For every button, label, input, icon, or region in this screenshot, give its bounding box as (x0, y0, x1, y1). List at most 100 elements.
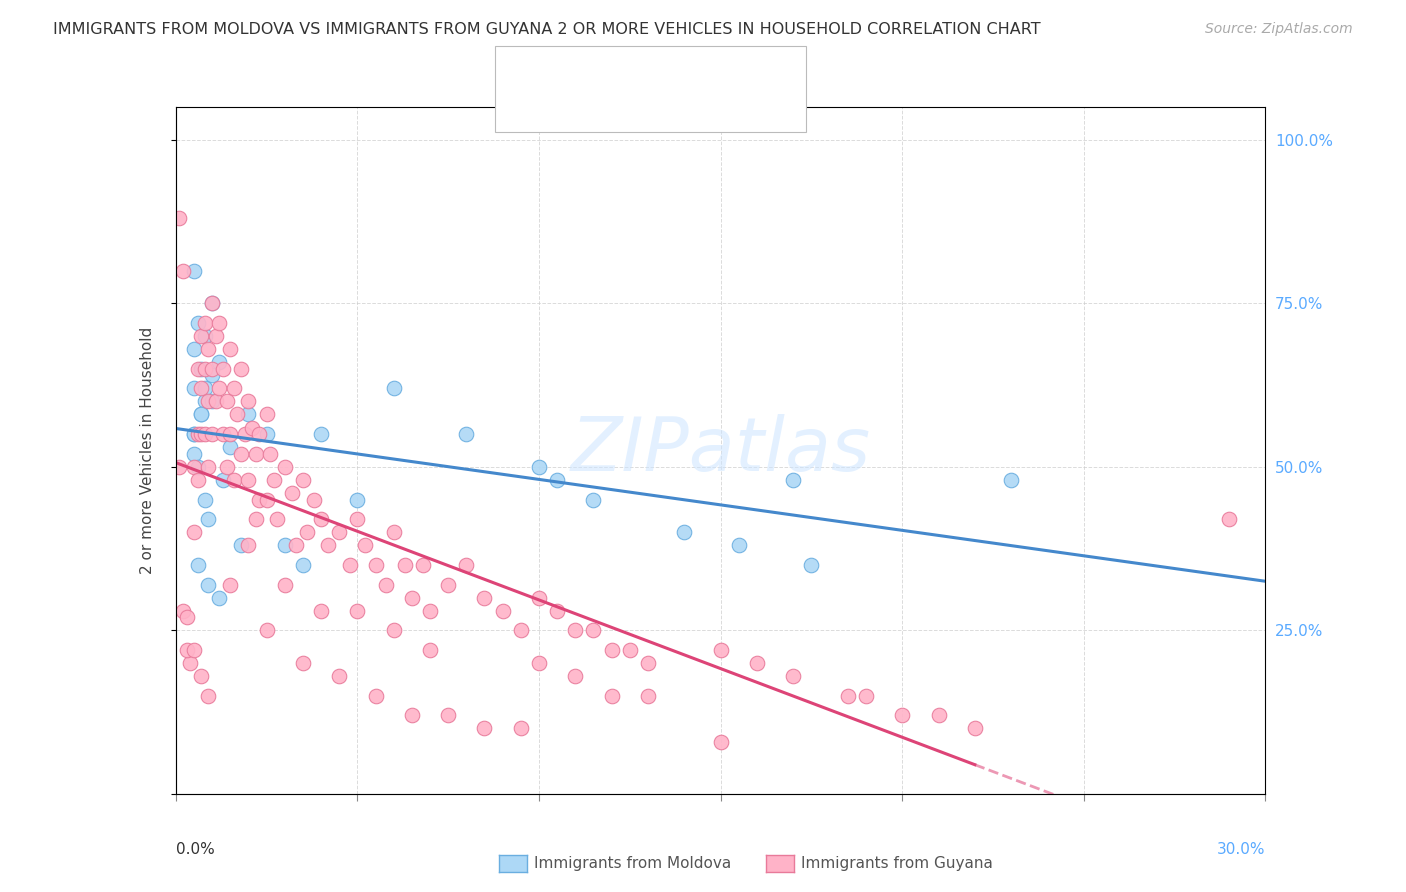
Point (782, 669, 804, 683)
Point (201, 394, 224, 409)
Text: ZIPatlas: ZIPatlas (571, 415, 870, 486)
Point (204, 329, 226, 343)
Point (710, 643, 733, 657)
Point (197, 342, 219, 356)
Point (274, 577, 297, 591)
Point (197, 689, 219, 703)
Point (194, 394, 217, 409)
Point (346, 512, 368, 526)
Point (190, 669, 212, 683)
Point (197, 394, 219, 409)
Point (600, 689, 623, 703)
Point (364, 558, 387, 572)
Point (219, 427, 242, 442)
Point (328, 669, 350, 683)
Point (963, 722, 986, 736)
Point (401, 708, 423, 723)
Point (222, 381, 245, 395)
Point (564, 624, 586, 638)
Point (284, 538, 307, 552)
Point (256, 408, 278, 422)
Point (186, 459, 209, 474)
Point (208, 381, 231, 395)
Point (800, 558, 823, 572)
Point (274, 538, 297, 552)
Point (219, 440, 242, 454)
Point (637, 656, 659, 670)
Point (190, 361, 212, 376)
Point (291, 558, 314, 572)
Text: Immigrants from Guyana: Immigrants from Guyana (801, 856, 993, 871)
Point (231, 447, 253, 461)
Point (382, 624, 405, 638)
Point (346, 492, 368, 507)
Point (183, 447, 205, 461)
Point (201, 361, 224, 376)
Point (855, 689, 877, 703)
Point (364, 689, 387, 703)
Point (412, 558, 434, 572)
Text: N =: N = (662, 94, 702, 112)
Point (382, 525, 405, 540)
Point (353, 538, 375, 552)
Point (328, 525, 350, 540)
Point (401, 591, 423, 605)
Text: IMMIGRANTS FROM MOLDOVA VS IMMIGRANTS FROM GUYANA 2 OR MORE VEHICLES IN HOUSEHOL: IMMIGRANTS FROM MOLDOVA VS IMMIGRANTS FR… (53, 22, 1040, 37)
Point (837, 689, 859, 703)
Point (231, 538, 253, 552)
Point (183, 263, 205, 277)
Point (456, 427, 478, 442)
Point (382, 381, 405, 395)
Point (201, 427, 224, 442)
Point (245, 512, 267, 526)
Point (238, 538, 260, 552)
Point (186, 427, 209, 442)
Point (263, 473, 285, 487)
Point (231, 361, 253, 376)
Point (474, 722, 496, 736)
Point (256, 624, 278, 638)
Point (600, 643, 623, 657)
Point (204, 394, 226, 409)
Point (582, 624, 605, 638)
Point (259, 447, 281, 461)
Point (197, 459, 219, 474)
Point (474, 591, 496, 605)
Point (582, 492, 605, 507)
Point (673, 525, 696, 540)
Point (238, 394, 260, 409)
Point (309, 427, 332, 442)
Point (186, 558, 209, 572)
Point (266, 512, 288, 526)
Point (212, 427, 235, 442)
Point (247, 492, 270, 507)
Point (212, 361, 235, 376)
Point (394, 558, 416, 572)
Point (215, 459, 238, 474)
Point (219, 342, 242, 356)
Point (172, 604, 194, 618)
Point (197, 577, 219, 591)
Text: R =: R = (546, 94, 585, 112)
Point (291, 656, 314, 670)
Point (183, 525, 205, 540)
Point (309, 604, 332, 618)
Point (194, 427, 217, 442)
Point (238, 473, 260, 487)
Point (437, 577, 460, 591)
Point (1000, 473, 1022, 487)
Point (238, 408, 260, 422)
Point (201, 296, 224, 310)
Text: 115: 115 (704, 94, 742, 112)
Point (318, 538, 340, 552)
Point (194, 361, 217, 376)
Point (546, 604, 568, 618)
Point (546, 473, 568, 487)
Point (527, 656, 550, 670)
Point (619, 643, 641, 657)
Point (190, 408, 212, 422)
Point (291, 473, 314, 487)
Point (183, 427, 205, 442)
Point (169, 459, 191, 474)
Point (169, 211, 191, 226)
